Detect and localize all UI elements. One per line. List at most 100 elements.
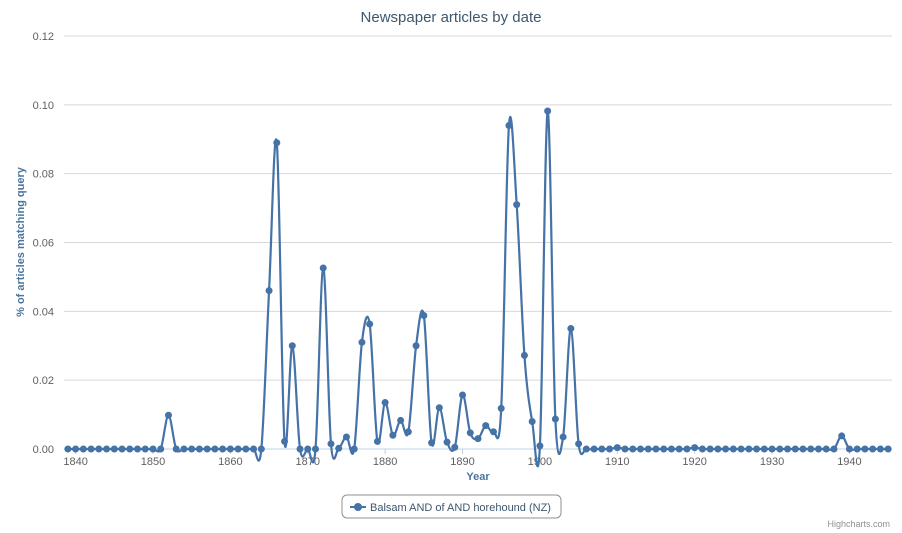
- data-point[interactable]: [435, 404, 443, 412]
- data-point[interactable]: [621, 445, 629, 453]
- data-point[interactable]: [350, 445, 358, 453]
- data-point[interactable]: [451, 443, 459, 451]
- data-point[interactable]: [768, 445, 776, 453]
- data-point[interactable]: [366, 320, 374, 328]
- data-point[interactable]: [814, 445, 822, 453]
- data-point[interactable]: [126, 445, 134, 453]
- data-point[interactable]: [219, 445, 227, 453]
- data-point[interactable]: [760, 445, 768, 453]
- data-point[interactable]: [698, 445, 706, 453]
- data-point[interactable]: [590, 445, 598, 453]
- data-point[interactable]: [381, 399, 389, 407]
- data-point[interactable]: [203, 445, 211, 453]
- data-point[interactable]: [637, 445, 645, 453]
- data-point[interactable]: [288, 342, 296, 350]
- data-point[interactable]: [304, 445, 312, 453]
- data-point[interactable]: [497, 404, 505, 412]
- data-point[interactable]: [737, 445, 745, 453]
- data-point[interactable]: [296, 445, 304, 453]
- data-point[interactable]: [869, 445, 877, 453]
- data-point[interactable]: [799, 445, 807, 453]
- data-point[interactable]: [667, 445, 675, 453]
- data-point[interactable]: [791, 445, 799, 453]
- data-point[interactable]: [598, 445, 606, 453]
- data-point[interactable]: [443, 438, 451, 446]
- data-point[interactable]: [319, 264, 327, 272]
- data-point[interactable]: [79, 445, 87, 453]
- data-point[interactable]: [257, 445, 265, 453]
- data-point[interactable]: [335, 444, 343, 452]
- data-point[interactable]: [234, 445, 242, 453]
- data-point[interactable]: [606, 445, 614, 453]
- data-point[interactable]: [157, 445, 165, 453]
- data-point[interactable]: [412, 342, 420, 350]
- data-point[interactable]: [72, 445, 80, 453]
- data-point[interactable]: [861, 445, 869, 453]
- data-point[interactable]: [397, 416, 405, 424]
- data-point[interactable]: [404, 428, 412, 436]
- data-point[interactable]: [544, 107, 552, 115]
- data-point[interactable]: [195, 445, 203, 453]
- data-point[interactable]: [520, 351, 528, 359]
- data-point[interactable]: [103, 445, 111, 453]
- data-point[interactable]: [807, 445, 815, 453]
- data-point[interactable]: [273, 139, 281, 147]
- data-point[interactable]: [536, 442, 544, 450]
- data-point[interactable]: [358, 338, 366, 346]
- data-point[interactable]: [683, 445, 691, 453]
- data-point[interactable]: [250, 445, 258, 453]
- data-point[interactable]: [164, 411, 172, 419]
- data-point[interactable]: [489, 428, 497, 436]
- data-point[interactable]: [482, 422, 490, 430]
- data-point[interactable]: [528, 417, 536, 425]
- data-point[interactable]: [281, 437, 289, 445]
- data-point[interactable]: [575, 440, 583, 448]
- data-point[interactable]: [784, 445, 792, 453]
- data-point[interactable]: [188, 445, 196, 453]
- legend[interactable]: Balsam AND of AND horehound (NZ): [341, 494, 562, 519]
- data-point[interactable]: [342, 433, 350, 441]
- data-point[interactable]: [513, 201, 521, 209]
- data-point[interactable]: [722, 445, 730, 453]
- data-point[interactable]: [226, 445, 234, 453]
- data-point[interactable]: [149, 445, 157, 453]
- data-point[interactable]: [853, 445, 861, 453]
- data-point[interactable]: [644, 445, 652, 453]
- data-point[interactable]: [706, 445, 714, 453]
- data-point[interactable]: [95, 445, 103, 453]
- data-point[interactable]: [729, 445, 737, 453]
- data-point[interactable]: [822, 445, 830, 453]
- data-point[interactable]: [675, 445, 683, 453]
- data-point[interactable]: [845, 445, 853, 453]
- data-point[interactable]: [327, 440, 335, 448]
- data-point[interactable]: [884, 445, 892, 453]
- data-point[interactable]: [87, 445, 95, 453]
- data-point[interactable]: [838, 432, 846, 440]
- data-point[interactable]: [830, 445, 838, 453]
- data-point[interactable]: [559, 433, 567, 441]
- data-point[interactable]: [211, 445, 219, 453]
- data-point[interactable]: [474, 435, 482, 443]
- data-point[interactable]: [714, 445, 722, 453]
- data-point[interactable]: [428, 439, 436, 447]
- data-point[interactable]: [582, 445, 590, 453]
- data-point[interactable]: [180, 445, 188, 453]
- data-point[interactable]: [745, 445, 753, 453]
- data-point[interactable]: [551, 415, 559, 423]
- data-point[interactable]: [172, 445, 180, 453]
- data-point[interactable]: [613, 444, 621, 452]
- data-point[interactable]: [64, 445, 72, 453]
- data-point[interactable]: [110, 445, 118, 453]
- data-point[interactable]: [691, 444, 699, 452]
- data-point[interactable]: [118, 445, 126, 453]
- data-point[interactable]: [134, 445, 142, 453]
- data-point[interactable]: [567, 325, 575, 333]
- data-point[interactable]: [141, 445, 149, 453]
- data-point[interactable]: [420, 311, 428, 319]
- data-point[interactable]: [389, 431, 397, 439]
- data-point[interactable]: [459, 391, 467, 399]
- legend-item-label[interactable]: Balsam AND of AND horehound (NZ): [370, 502, 551, 514]
- data-point[interactable]: [652, 445, 660, 453]
- data-point[interactable]: [311, 445, 319, 453]
- data-point[interactable]: [466, 429, 474, 437]
